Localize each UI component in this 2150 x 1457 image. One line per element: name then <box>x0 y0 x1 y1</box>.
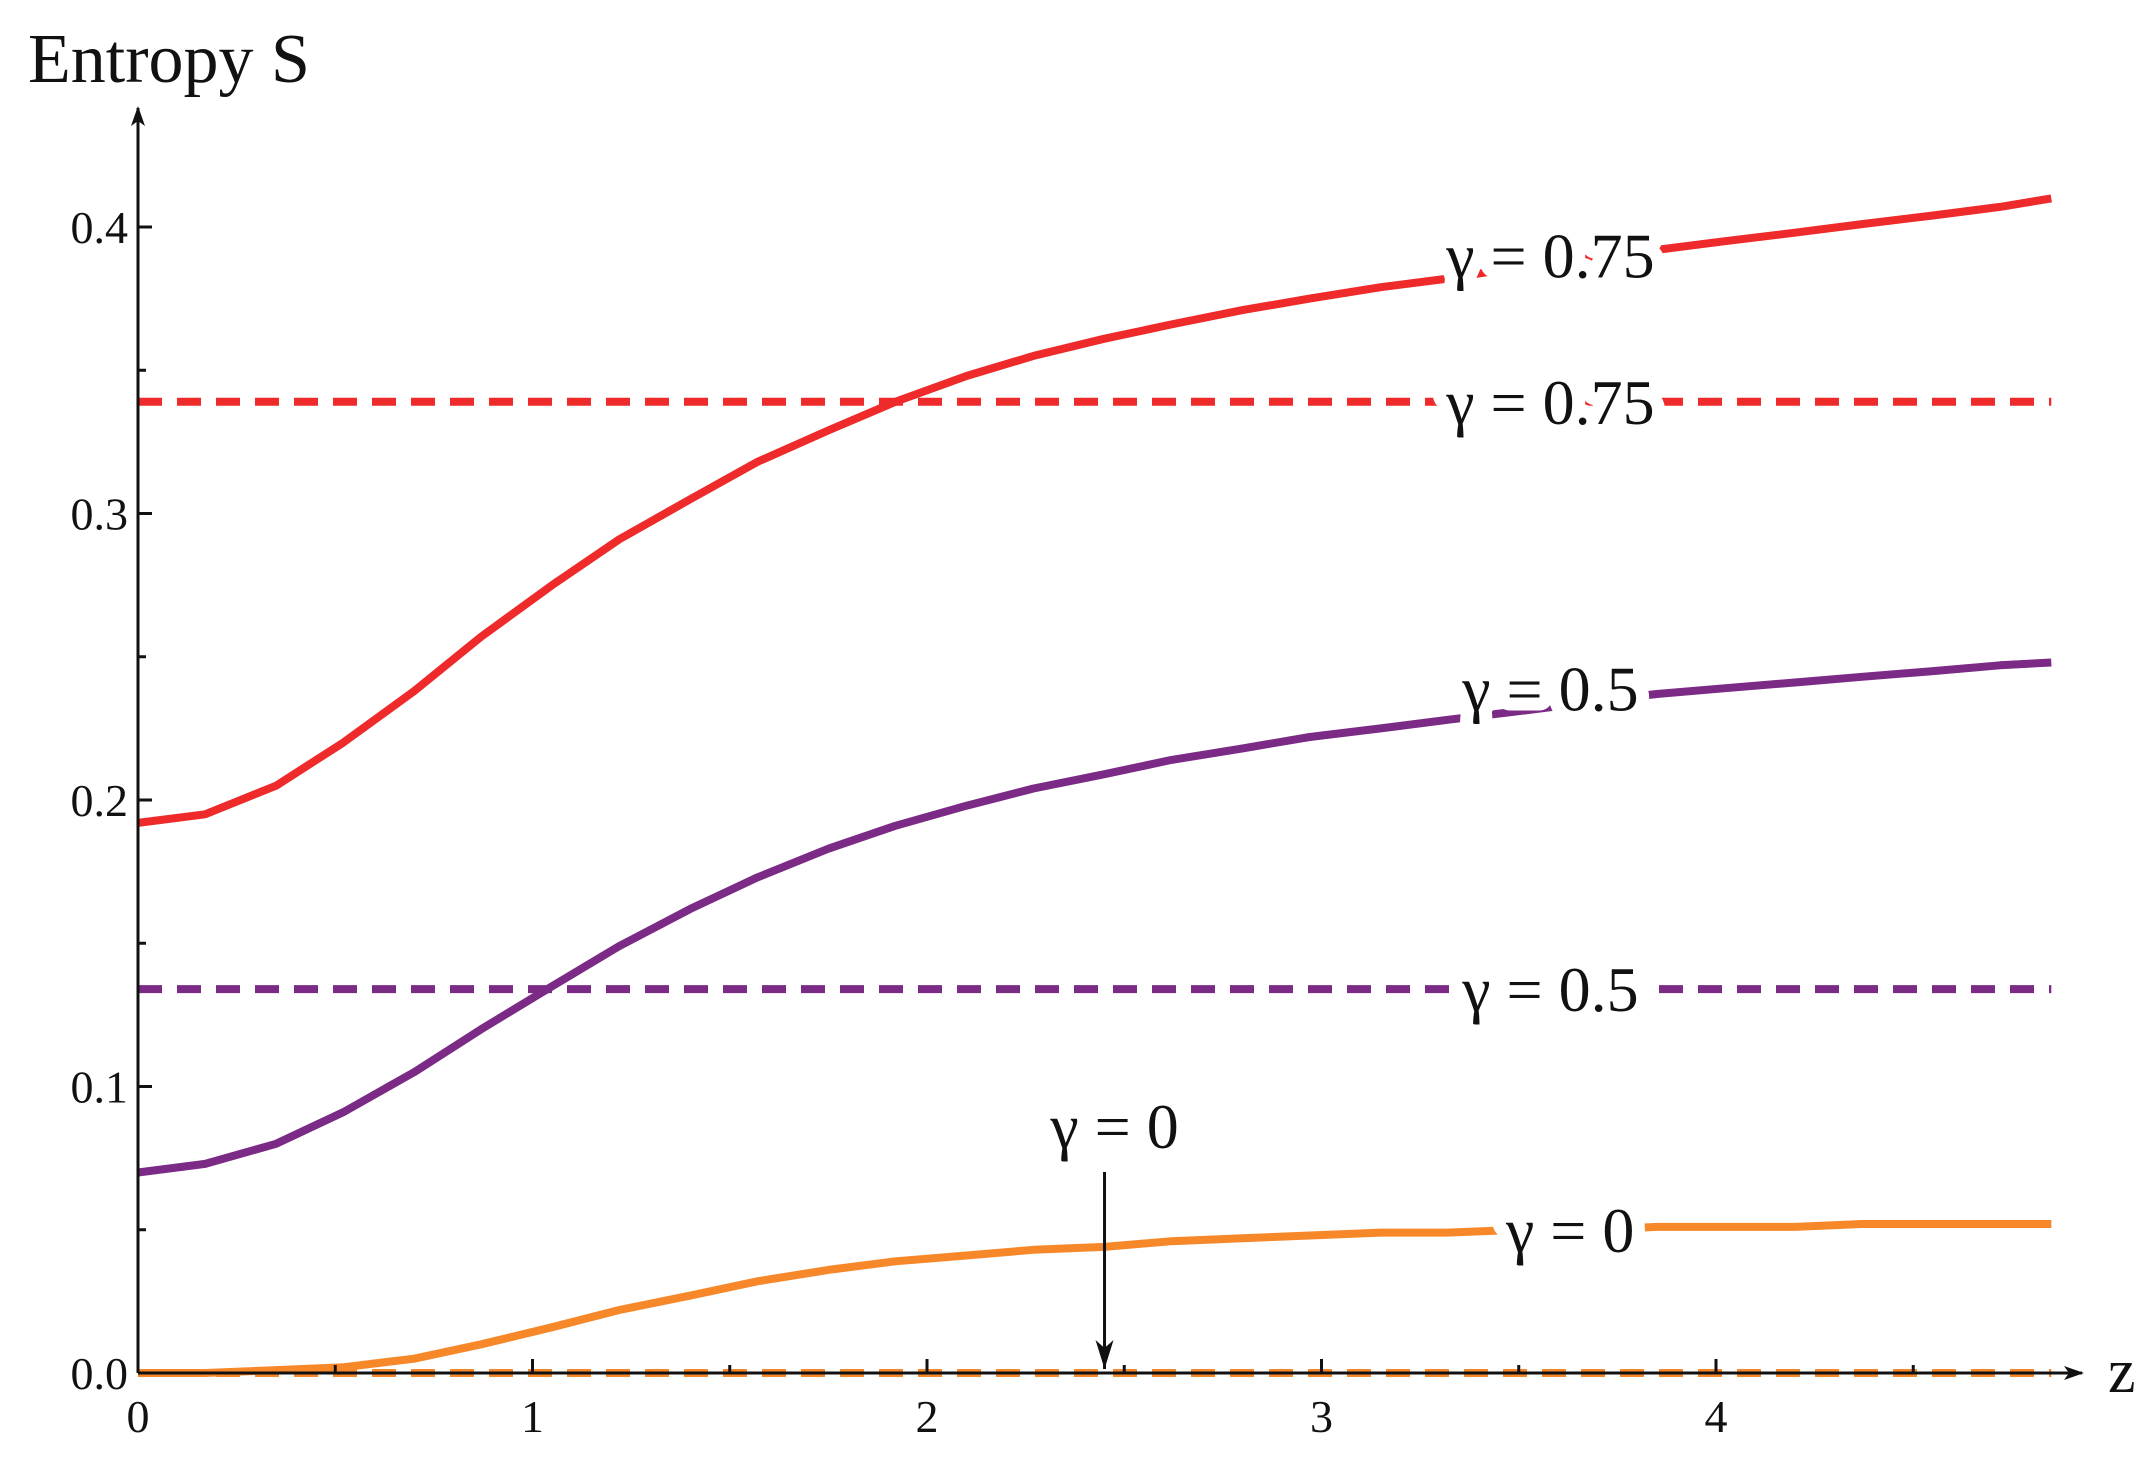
y-tick-label: 0.1 <box>71 1062 129 1113</box>
y-tick-label: 0.3 <box>71 489 129 540</box>
y-tick-label: 0.2 <box>71 775 129 826</box>
series-layer <box>137 194 2052 1377</box>
annotation-label-arrow: γ = 0 <box>1049 1091 1178 1162</box>
x-tick-label: 3 <box>1310 1391 1333 1442</box>
curve-label-3: γ = 0.5 <box>1461 954 1638 1025</box>
labels-layer: γ = 0.75 γ = 0.75 γ = 0.5 γ = 0.5 γ = 0 γ = 0 <box>1049 208 1668 1369</box>
y-axis-title: Entropy S <box>28 21 310 98</box>
x-tick-label: 0 <box>127 1391 150 1442</box>
x-tick-label: 1 <box>521 1391 544 1442</box>
y-tick-label: 0.4 <box>71 202 129 253</box>
curve-label-4: γ = 0 <box>1505 1195 1634 1266</box>
series-line-4-solid <box>138 1220 2052 1377</box>
series-line-0-solid <box>137 194 2052 827</box>
curve-label-1: γ = 0.75 <box>1445 367 1654 438</box>
x-axis-title: z <box>2108 1338 2136 1406</box>
x-tick-label: 4 <box>1705 1391 1728 1442</box>
x-tick-label: 2 <box>916 1391 939 1442</box>
y-tick-label: 0.0 <box>71 1348 129 1399</box>
axes-layer: 0.0 0.1 0.2 0.3 0.4 0 1 2 3 4 Entropy S z <box>28 21 2136 1442</box>
series-line-2-solid <box>137 658 2052 1177</box>
curve-label-2: γ = 0.5 <box>1461 653 1638 724</box>
curve-label-0: γ = 0.75 <box>1445 221 1654 292</box>
